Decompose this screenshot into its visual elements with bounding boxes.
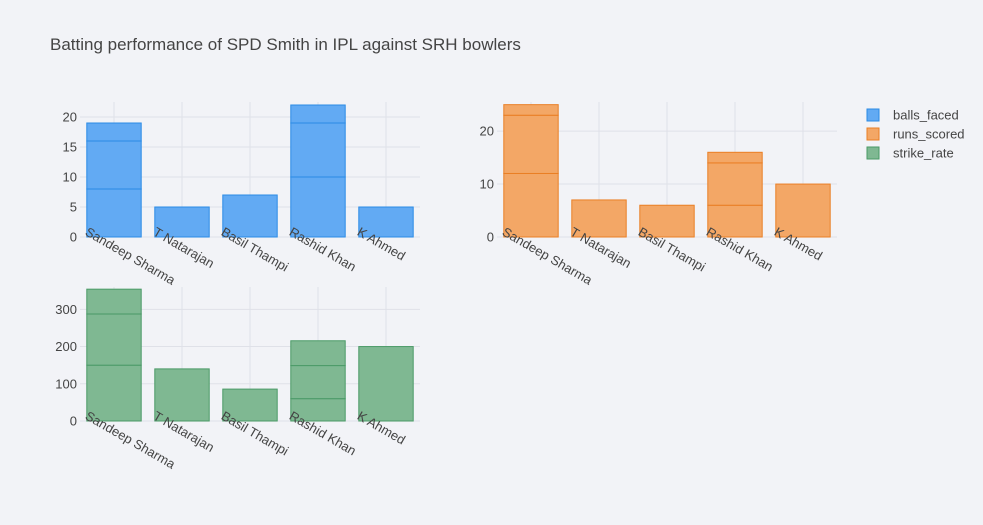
legend-label: balls_faced — [893, 108, 959, 123]
y-tick-label: 0 — [70, 414, 77, 429]
bar-segment-runs_scored[interactable] — [707, 204, 763, 238]
bar-segment-strike_rate[interactable] — [154, 368, 210, 422]
legend-label: strike_rate — [893, 146, 954, 161]
bar-segment-balls_faced[interactable] — [290, 176, 346, 238]
bar-segment-strike_rate[interactable] — [86, 313, 142, 366]
bar-segment-balls_faced[interactable] — [86, 122, 142, 142]
bar-segment-runs_scored[interactable] — [503, 114, 559, 174]
y-tick-label: 10 — [480, 177, 494, 192]
bar-segment-balls_faced[interactable] — [290, 104, 346, 124]
y-tick-label: 20 — [63, 110, 77, 125]
bar-segment-strike_rate[interactable] — [290, 340, 346, 367]
y-tick-label: 5 — [70, 200, 77, 215]
bar-segment-balls_faced[interactable] — [358, 206, 414, 238]
bar-segment-strike_rate[interactable] — [222, 388, 278, 422]
y-tick-label: 0 — [487, 230, 494, 245]
y-tick-label: 10 — [63, 170, 77, 185]
legend-item-runs_scored[interactable]: runs_scored — [866, 127, 965, 142]
legend-swatch — [866, 127, 880, 141]
bar-segment-balls_faced[interactable] — [222, 194, 278, 238]
bar-segment-runs_scored[interactable] — [503, 104, 559, 116]
bar-segment-balls_faced[interactable] — [290, 122, 346, 178]
bar-segment-strike_rate[interactable] — [86, 364, 142, 422]
y-tick-label: 0 — [70, 230, 77, 245]
legend-swatch — [866, 108, 880, 122]
bar-segment-runs_scored[interactable] — [639, 204, 695, 238]
bar-segment-balls_faced[interactable] — [154, 206, 210, 238]
legend[interactable]: balls_faced runs_scored strike_rate — [866, 108, 965, 161]
y-tick-label: 200 — [55, 339, 77, 354]
y-tick-label: 100 — [55, 376, 77, 391]
bar-segment-strike_rate[interactable] — [290, 365, 346, 400]
bar-segment-runs_scored[interactable] — [503, 172, 559, 238]
legend-item-strike_rate[interactable]: strike_rate — [866, 146, 954, 161]
bar-segment-runs_scored[interactable] — [707, 151, 763, 164]
y-tick-label: 20 — [480, 124, 494, 139]
legend-item-balls_faced[interactable]: balls_faced — [866, 108, 959, 123]
legend-swatch — [866, 146, 880, 160]
chart-title: Batting performance of SPD Smith in IPL … — [50, 35, 521, 54]
bar-segment-balls_faced[interactable] — [86, 140, 142, 190]
y-tick-label: 15 — [63, 140, 77, 155]
bar-segment-runs_scored[interactable] — [571, 199, 627, 238]
bar-segment-runs_scored[interactable] — [707, 162, 763, 206]
y-tick-label: 300 — [55, 302, 77, 317]
bar-segment-strike_rate[interactable] — [358, 346, 414, 422]
bar-segment-runs_scored[interactable] — [775, 183, 831, 238]
legend-label: runs_scored — [893, 127, 965, 142]
bar-segment-strike_rate[interactable] — [86, 288, 142, 315]
